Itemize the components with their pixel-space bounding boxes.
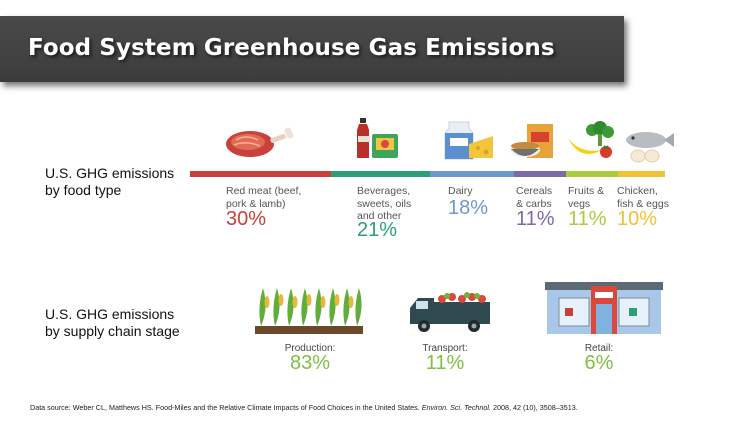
meat-icon	[226, 127, 294, 157]
beverages-value: 21%	[357, 219, 398, 241]
cereals-bar	[514, 171, 566, 177]
dairy-value: 18%	[448, 197, 489, 219]
store-icon	[545, 282, 663, 334]
food-type-row-label: U.S. GHG emissions by food type	[45, 165, 175, 198]
chicken-fish-eggs-bar	[618, 171, 665, 177]
fruits-vegs-bar	[566, 171, 618, 177]
red-meat-value: 30%	[226, 208, 267, 230]
transport-value: 11%	[425, 352, 465, 374]
beverages-bar	[331, 171, 430, 177]
citation-suffix: 2008, 42 (10), 3508–3513.	[491, 403, 578, 412]
fruits-vegs-value: 11%	[568, 208, 607, 230]
supply-chain-row-label: U.S. GHG emissions by supply chain stage	[45, 306, 180, 339]
page-title: Food System Greenhouse Gas Emissions	[28, 35, 555, 61]
red-meat-bar	[190, 171, 331, 177]
cereal-box-icon	[510, 124, 553, 158]
truck-icon	[410, 292, 490, 332]
fruits-and-vegetables-icon	[568, 121, 614, 158]
transport-label: Transport:	[422, 343, 468, 354]
citation-journal: Environ. Sci. Technol.	[421, 403, 492, 412]
fish-and-eggs-icon	[626, 132, 674, 163]
beverages-label: Beverages, sweets, oils and other	[357, 185, 412, 222]
soda-and-candy-icon	[357, 118, 398, 158]
dairy-bar	[430, 171, 514, 177]
dairy-label: Dairy	[448, 185, 473, 197]
production-label: Production:	[284, 343, 336, 354]
retail-label: Retail:	[584, 343, 614, 354]
cereals-value: 11%	[516, 208, 555, 230]
retail-value: 6%	[584, 352, 614, 374]
fruits-vegs-label: Fruits & vegs	[568, 185, 605, 210]
chicken-fish-eggs-label: Chicken, fish & eggs	[617, 185, 669, 210]
chicken-fish-eggs-value: 10%	[617, 208, 658, 230]
production-value: 83%	[289, 352, 331, 374]
cereals-label: Cereals & carbs	[516, 185, 553, 210]
title-banner: Food System Greenhouse Gas Emissions	[0, 16, 624, 82]
red-meat-label: Red meat (beef, pork & lamb)	[226, 185, 302, 210]
data-source-citation: Data source: Weber CL, Matthews HS. Food…	[30, 403, 578, 412]
milk-and-cheese-icon	[444, 121, 493, 160]
citation-prefix: Data source: Weber CL, Matthews HS. Food…	[30, 403, 422, 412]
crops-icon	[255, 288, 363, 334]
